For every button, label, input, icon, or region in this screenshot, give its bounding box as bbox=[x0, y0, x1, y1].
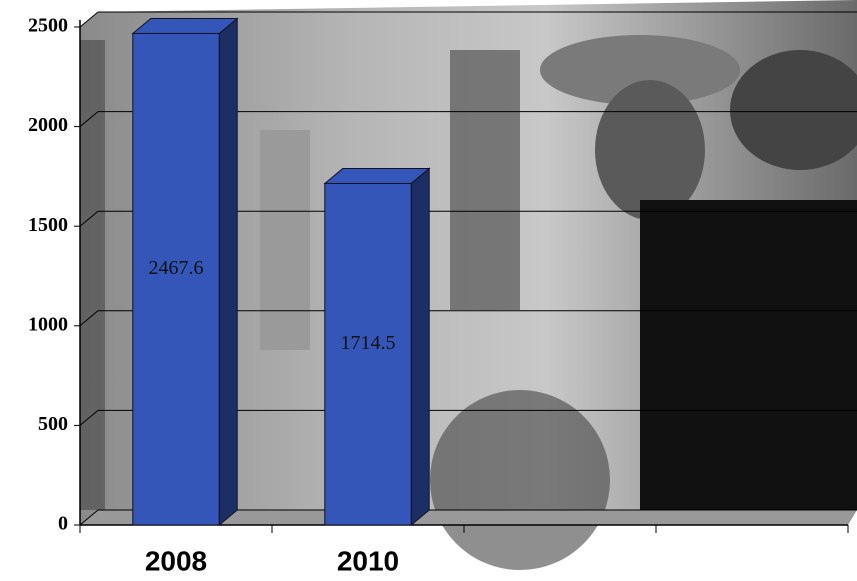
x-tick-label: 2008 bbox=[145, 545, 207, 576]
grid-line bbox=[79, 210, 99, 227]
grid-line bbox=[79, 410, 99, 426]
y-tick-label: 2500 bbox=[28, 15, 68, 37]
bar bbox=[132, 32, 220, 526]
bar-side bbox=[410, 167, 430, 527]
bar-top bbox=[131, 17, 239, 34]
y-tick-label: 1500 bbox=[28, 214, 68, 236]
y-tick-label: 1000 bbox=[28, 313, 68, 335]
bar bbox=[324, 182, 412, 526]
bar-top bbox=[323, 167, 431, 184]
grid-line bbox=[79, 111, 99, 127]
value-label: 2467.6 bbox=[149, 257, 204, 279]
value-label: 1714.5 bbox=[341, 332, 396, 354]
y-tick-label: 2000 bbox=[28, 114, 68, 136]
bar-side bbox=[218, 17, 238, 527]
y-tick-label: 0 bbox=[58, 513, 68, 535]
floor bbox=[80, 510, 857, 525]
y-tick-label: 500 bbox=[38, 413, 68, 435]
x-tick-label: 2010 bbox=[337, 545, 399, 576]
grid-line bbox=[79, 11, 99, 28]
grid-line bbox=[79, 509, 99, 526]
grid-line bbox=[79, 310, 99, 327]
